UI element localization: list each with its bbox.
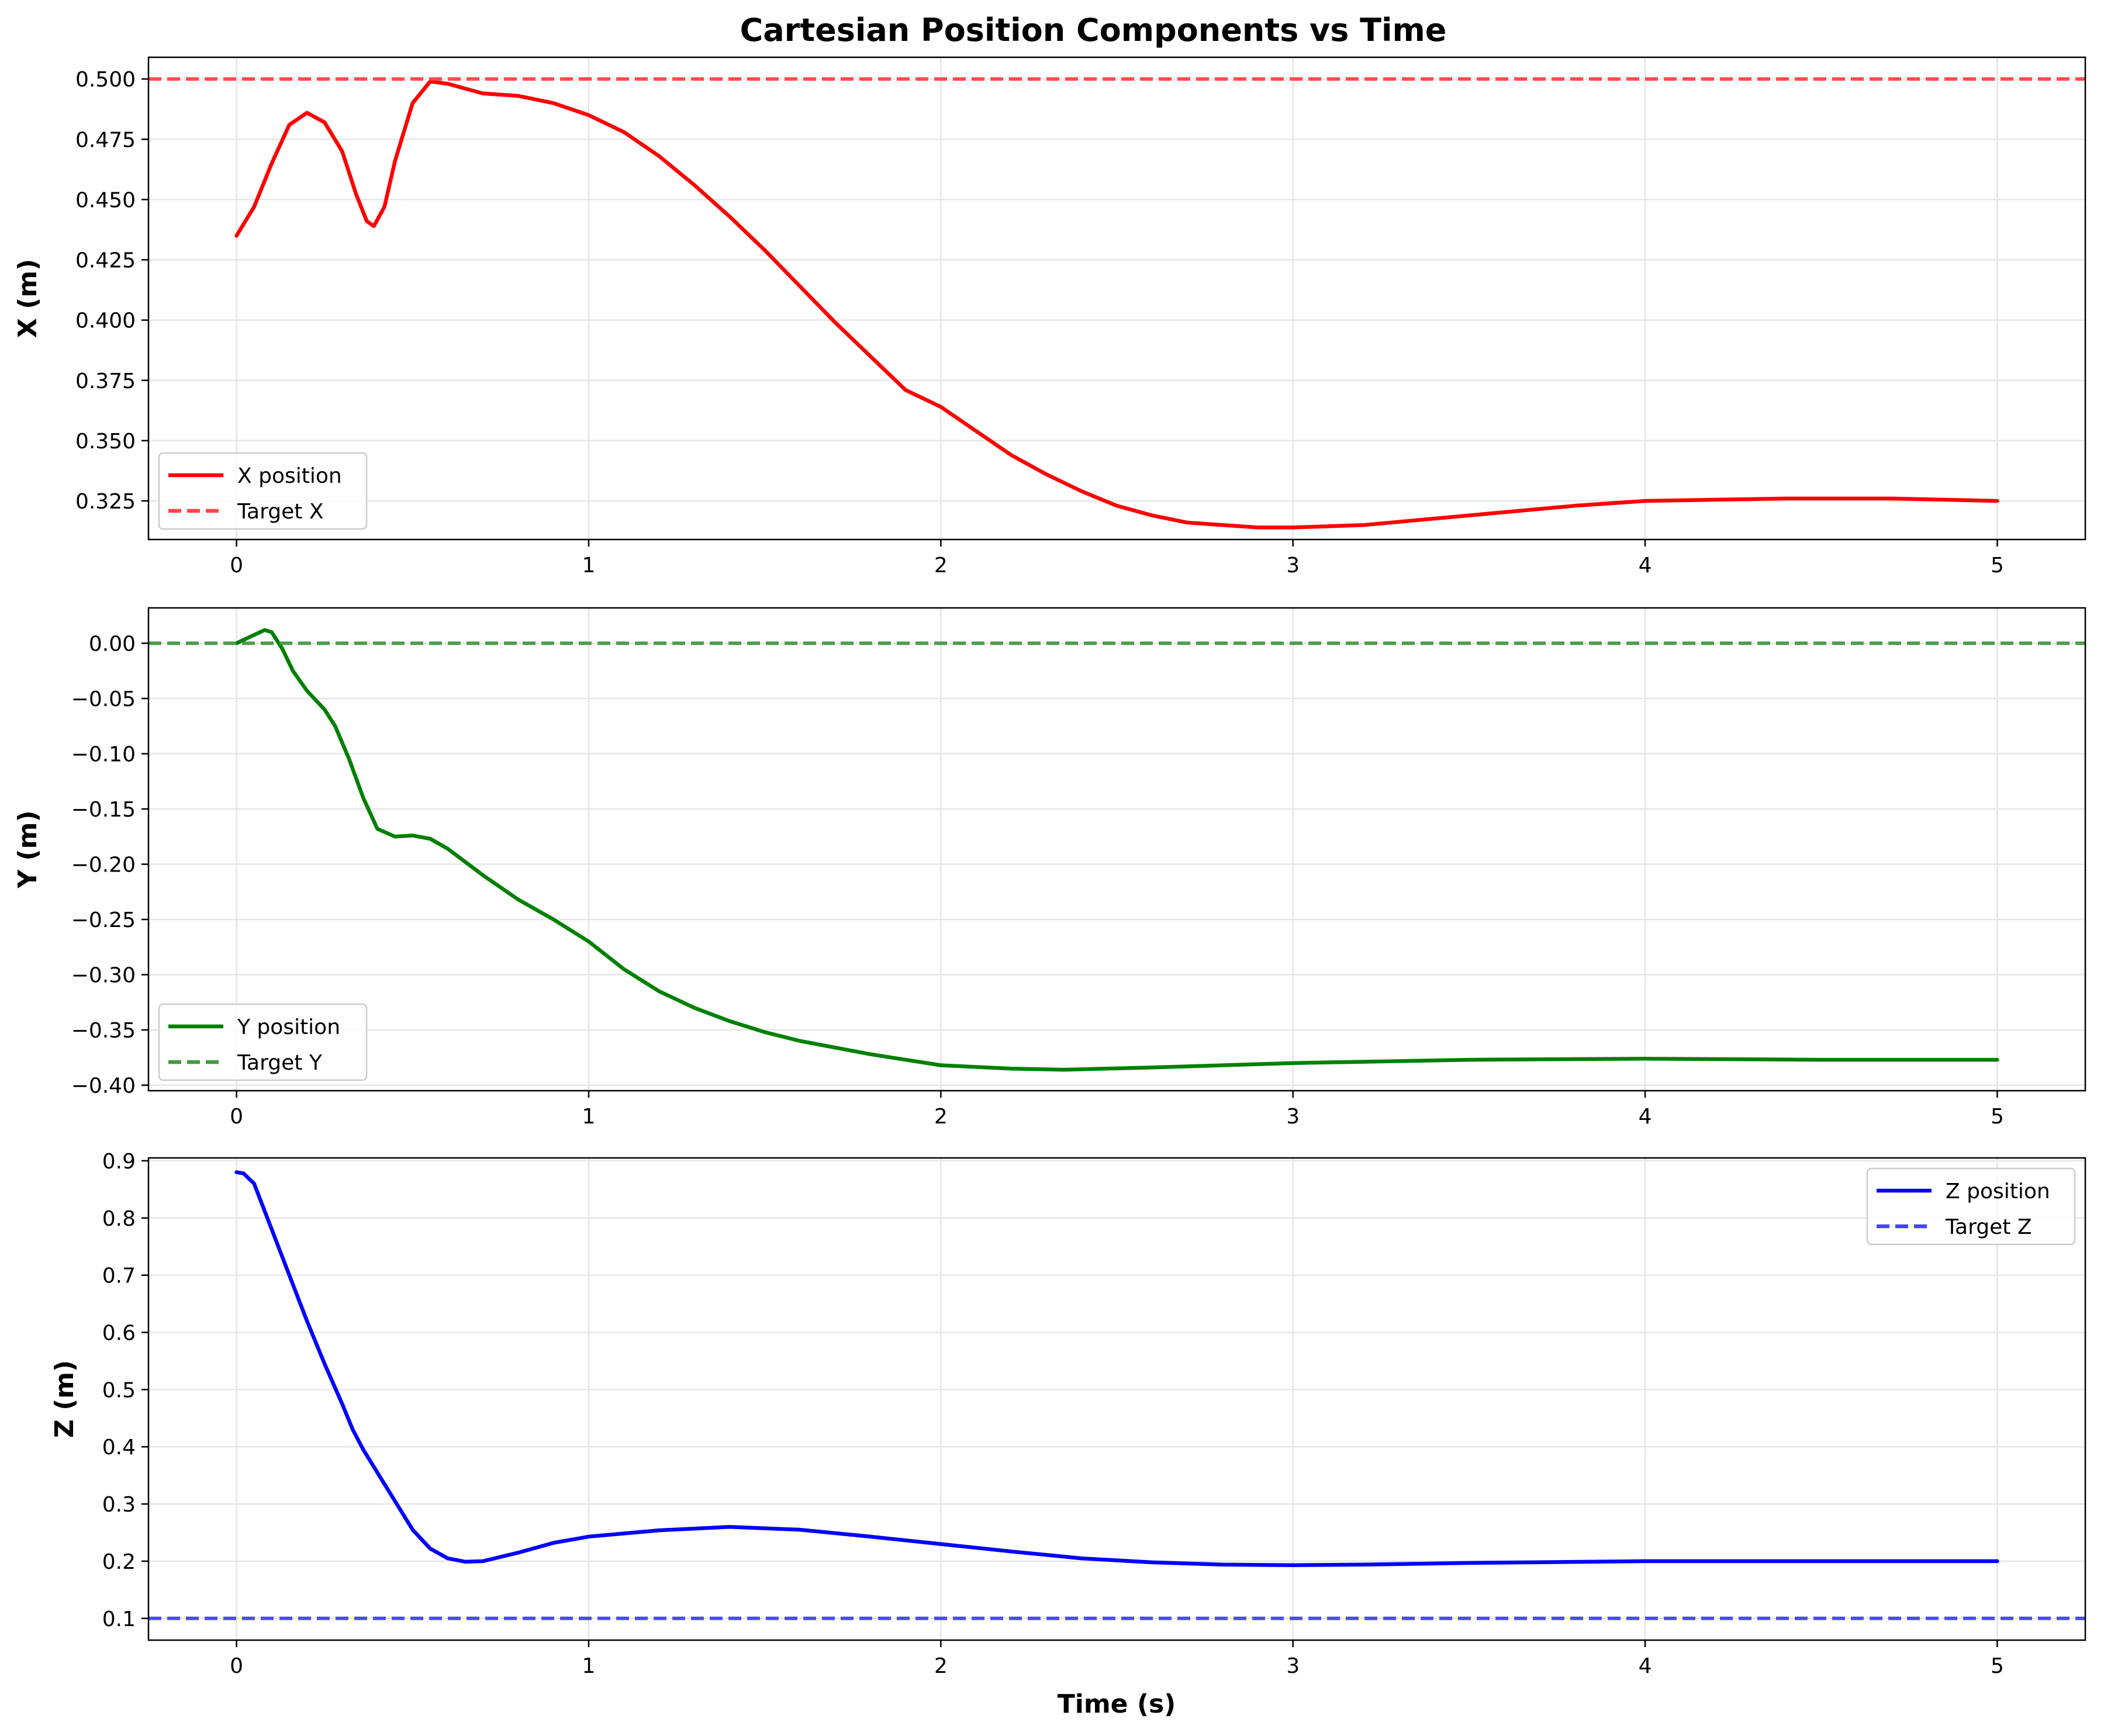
x-tick-label: 5 bbox=[1991, 554, 2004, 577]
y-tick-label: 0.8 bbox=[102, 1207, 136, 1231]
gridlines-x bbox=[148, 57, 2085, 540]
legend-label: Target Y bbox=[237, 1051, 323, 1075]
y-tick-label: 0.425 bbox=[75, 249, 136, 273]
axes-frame-x bbox=[147, 56, 2086, 541]
y-tick-label: 0.9 bbox=[102, 1150, 136, 1174]
y-tick-label: 0.00 bbox=[89, 632, 136, 656]
legend-x: X position Target X bbox=[158, 452, 368, 530]
y-tick-label: 0.2 bbox=[102, 1550, 136, 1574]
y-tick-label: 0.7 bbox=[102, 1264, 136, 1288]
y-tick-label: 0.475 bbox=[75, 128, 136, 152]
x-tick-label: 0 bbox=[230, 1654, 243, 1678]
y-tick-label: 0.5 bbox=[102, 1378, 136, 1402]
y-tick-label: 0.1 bbox=[102, 1607, 136, 1631]
y-tick-label: 0.3 bbox=[102, 1493, 136, 1517]
x-tick-label: 4 bbox=[1639, 554, 1652, 577]
y-tick-label: 0.4 bbox=[102, 1436, 136, 1460]
y-tick-label: −0.10 bbox=[71, 743, 136, 767]
legend-label: Target Z bbox=[1945, 1215, 2032, 1239]
y-tick-label: 0.500 bbox=[75, 68, 136, 92]
y-tick-label: −0.30 bbox=[71, 964, 136, 988]
subplot-x: 0 1 2 3 4 5 0.325 0.350 0.375 0.400 0.425 0.450 0.47… bbox=[13, 56, 2086, 577]
subplot-z: 0 1 2 3 4 5 0.1 0.2 0.3 0.4 0.5 0.6 0.7 0.8 0.9 Z (m) Z … bbox=[50, 1150, 2086, 1678]
legend-z: Z position Target Z bbox=[1866, 1167, 2076, 1246]
y-tick-label: 0.400 bbox=[75, 309, 136, 333]
x-tick-label: 1 bbox=[582, 1105, 596, 1129]
x-tick-label: 4 bbox=[1639, 1105, 1652, 1129]
x-tick-label: 3 bbox=[1286, 554, 1300, 577]
axes-frame-y bbox=[147, 607, 2086, 1092]
legend-label: X position bbox=[237, 464, 342, 488]
x-tick-label: 1 bbox=[582, 1654, 596, 1678]
y-tick-label: −0.25 bbox=[71, 908, 136, 932]
legend-label: Target X bbox=[237, 500, 323, 524]
x-tick-label: 2 bbox=[934, 1105, 948, 1129]
y-tick-label: 0.325 bbox=[75, 490, 136, 514]
chart-title: Cartesian Position Components vs Time bbox=[740, 12, 1447, 49]
x-axis-title: Time (s) bbox=[1058, 1689, 1176, 1719]
y-axis-title-x: X (m) bbox=[13, 259, 43, 338]
y-tick-label: −0.20 bbox=[71, 853, 136, 877]
y-tick-label: 0.6 bbox=[102, 1321, 136, 1345]
x-tick-label: 5 bbox=[1991, 1654, 2004, 1678]
axes-frame-z bbox=[147, 1157, 2086, 1641]
x-tick-label: 3 bbox=[1286, 1105, 1300, 1129]
legend-label: Z position bbox=[1946, 1180, 2050, 1204]
y-tick-label: −0.15 bbox=[71, 798, 136, 822]
position-line-x bbox=[234, 79, 1999, 530]
legend-y: Y position Target Y bbox=[158, 1003, 368, 1081]
x-tick-label: 0 bbox=[230, 1105, 243, 1129]
y-tick-label: 0.450 bbox=[75, 188, 136, 212]
x-tick-label: 3 bbox=[1286, 1654, 1300, 1678]
subplot-y: 0 1 2 3 4 5 −0.40 −0.35 −0.30 −0.25 −0.20 −0.15 −0.1… bbox=[13, 607, 2086, 1129]
position-line-z bbox=[234, 1170, 1999, 1568]
x-tick-label: 2 bbox=[934, 1654, 948, 1678]
x-tick-label: 4 bbox=[1639, 1654, 1652, 1678]
y-tick-label: −0.05 bbox=[71, 687, 136, 711]
position-line-y bbox=[234, 628, 1999, 1072]
y-axis-title-y: Y (m) bbox=[13, 810, 43, 888]
x-tick-label: 5 bbox=[1991, 1105, 2004, 1129]
y-tick-label: 0.375 bbox=[75, 369, 136, 393]
y-axis-title-z: Z (m) bbox=[50, 1360, 80, 1438]
x-tick-label: 2 bbox=[934, 554, 948, 577]
y-tick-label: 0.350 bbox=[75, 430, 136, 454]
x-tick-label: 1 bbox=[582, 554, 596, 577]
y-tick-label: −0.40 bbox=[71, 1074, 136, 1098]
legend-label: Y position bbox=[237, 1015, 340, 1039]
x-tick-label: 0 bbox=[230, 554, 243, 577]
y-tick-label: −0.35 bbox=[71, 1019, 136, 1043]
